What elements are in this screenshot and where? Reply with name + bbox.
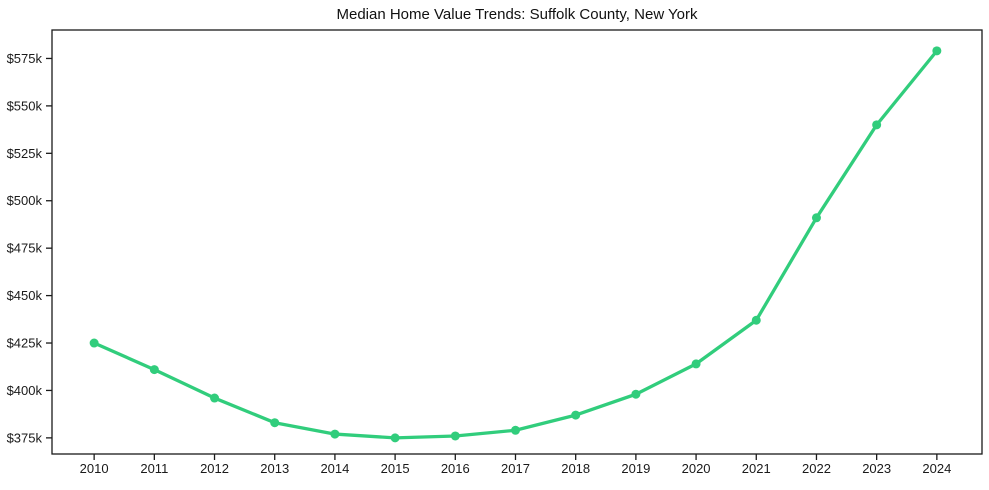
x-tick-label: 2015	[381, 461, 410, 476]
x-tick-label: 2020	[682, 461, 711, 476]
x-tick-label: 2017	[501, 461, 530, 476]
y-tick-label: $450k	[7, 288, 43, 303]
plot-border	[51, 29, 983, 455]
data-point-marker	[811, 213, 821, 223]
data-point-marker	[510, 425, 520, 435]
y-tick-label: $400k	[7, 383, 43, 398]
data-point-marker	[691, 359, 701, 369]
data-point-marker	[751, 315, 761, 325]
x-tick-label: 2019	[621, 461, 650, 476]
data-point-marker	[89, 338, 99, 348]
x-tick-label: 2012	[200, 461, 229, 476]
x-tick-label: 2014	[320, 461, 349, 476]
chart-title: Median Home Value Trends: Suffolk County…	[336, 6, 698, 23]
x-tick-label: 2018	[561, 461, 590, 476]
data-point-marker	[210, 393, 220, 403]
y-tick-label: $475k	[7, 241, 43, 256]
trend-line	[92, 49, 939, 440]
data-point-marker	[450, 431, 460, 441]
y-tick-label: $425k	[7, 336, 43, 351]
data-point-marker	[330, 429, 340, 439]
data-point-marker	[631, 389, 641, 399]
x-tick-label: 2011	[140, 461, 168, 476]
data-point-marker	[390, 433, 400, 443]
data-point-marker	[270, 418, 280, 428]
data-point-marker	[149, 365, 159, 375]
x-tick-label: 2021	[742, 461, 771, 476]
y-tick-label: $575k	[7, 51, 43, 66]
data-point-marker	[872, 120, 882, 130]
x-tick-label: 2016	[441, 461, 470, 476]
y-tick-label: $500k	[7, 193, 43, 208]
x-tick-label: 2013	[260, 461, 289, 476]
x-tick-label: 2024	[922, 461, 951, 476]
x-tick-label: 2022	[802, 461, 831, 476]
y-tick-label: $550k	[7, 98, 43, 113]
x-tick-label: 2023	[862, 461, 891, 476]
x-tick-label: 2010	[80, 461, 109, 476]
data-point-marker	[932, 46, 942, 56]
y-tick-label: $375k	[7, 430, 43, 445]
data-point-marker	[571, 410, 581, 420]
y-tick-label: $525k	[7, 146, 43, 161]
